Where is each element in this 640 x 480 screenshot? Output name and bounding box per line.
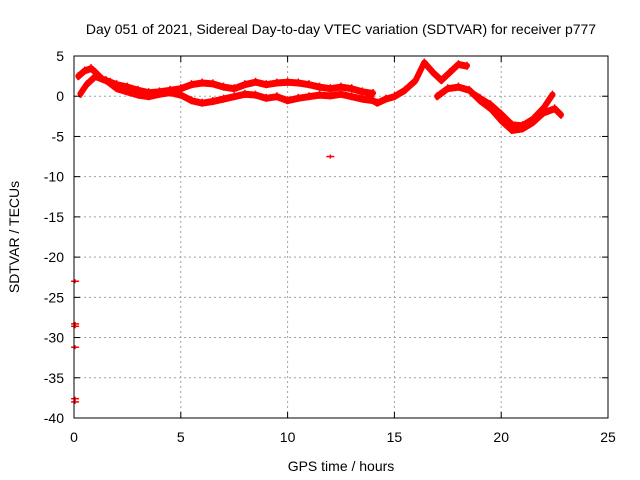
y-tick-label: -10 <box>44 169 64 185</box>
y-tick-label: -25 <box>44 289 64 305</box>
series-track-e <box>468 89 556 129</box>
y-axis-label: SDTVAR / TECUs <box>6 181 22 293</box>
grid <box>74 56 608 418</box>
y-tick-label: 5 <box>56 48 64 64</box>
plot-frame <box>73 55 609 419</box>
y-tick-label: -20 <box>44 249 64 265</box>
y-tick-label: 0 <box>56 88 64 104</box>
y-tick-label: -30 <box>44 330 64 346</box>
chart-title: Day 051 of 2021, Sidereal Day-to-day VTE… <box>86 21 596 37</box>
x-tick-label: 5 <box>177 429 185 445</box>
x-tick-label: 0 <box>70 429 78 445</box>
y-tick-label: -5 <box>52 128 65 144</box>
x-tick-label: 25 <box>600 429 616 445</box>
y-tick-label: -40 <box>44 410 64 426</box>
x-tick-label: 15 <box>387 429 403 445</box>
y-tick-label: -15 <box>44 209 64 225</box>
series-track-c-spread <box>367 63 469 107</box>
x-tick-label: 20 <box>493 429 509 445</box>
series-track-c <box>365 59 470 106</box>
x-axis-label: GPS time / hours <box>288 458 395 474</box>
x-tick-label: 10 <box>280 429 296 445</box>
data-series <box>71 58 564 404</box>
axis-ticks: 0 5 10 15 20 25 5 0 -5 -10 -15 -20 -25 -30 -35 -40 <box>44 48 616 445</box>
y-tick-label: -35 <box>44 370 64 386</box>
